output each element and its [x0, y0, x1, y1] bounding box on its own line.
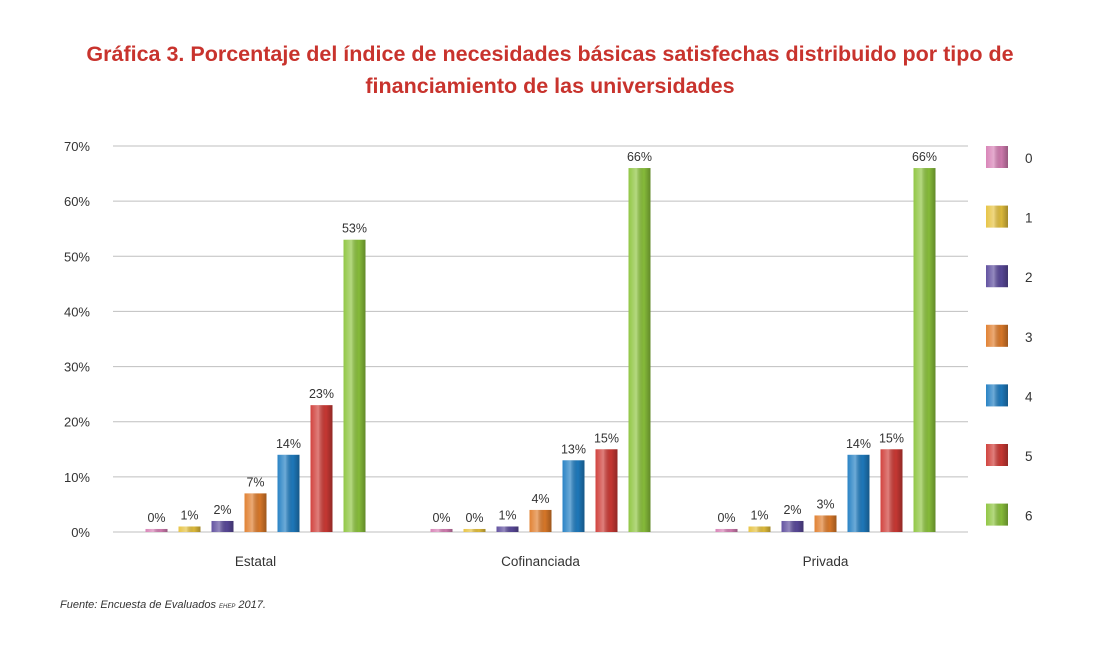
- source-prefix: Fuente: Encuesta de Evaluados: [60, 599, 219, 611]
- data-label: 2%: [783, 503, 801, 517]
- y-tick-label: 40%: [64, 304, 90, 319]
- y-axis-ticks: 0% 10% 20% 30% 40% 50% 60% 70%: [64, 139, 90, 540]
- data-label: 15%: [879, 431, 904, 445]
- y-tick-label: 70%: [64, 139, 90, 154]
- bar-shading: [343, 239, 366, 532]
- bar-shading: [178, 526, 201, 532]
- data-label: 4%: [531, 492, 549, 506]
- y-tick-label: 20%: [64, 415, 90, 430]
- legend-swatch-shading: [986, 324, 1008, 347]
- data-label: 2%: [213, 503, 231, 517]
- legend-swatch-shading: [986, 265, 1008, 288]
- bar-shading: [748, 526, 771, 532]
- y-tick-label: 60%: [64, 194, 90, 209]
- bar-shading: [595, 449, 618, 532]
- data-label: 1%: [498, 508, 516, 522]
- bar-shading: [847, 454, 870, 532]
- data-label: 7%: [246, 475, 264, 489]
- data-labels: 0% 1% 2% 7% 14% 23% 53% 0% 0% 1% 4% 13% 15% 66% 0% 1% 2%…: [147, 150, 937, 525]
- data-label: 0%: [432, 511, 450, 525]
- data-label: 14%: [846, 437, 871, 451]
- legend-label: 3: [1025, 330, 1033, 345]
- source-suffix: 2017.: [235, 599, 266, 611]
- bar-shading: [781, 520, 804, 532]
- legend-label: 1: [1025, 211, 1033, 226]
- chart-title: Gráfica 3. Porcentaje del índice de nece…: [86, 42, 1014, 98]
- legend-swatch-shading: [986, 444, 1008, 466]
- bar-shading: [430, 528, 453, 532]
- bar-shading: [529, 509, 552, 532]
- bars: [145, 168, 936, 533]
- bar-shading: [562, 460, 585, 532]
- legend-swatch-shading: [986, 205, 1008, 228]
- data-label: 14%: [276, 437, 301, 451]
- legend-swatch-shading: [986, 384, 1008, 407]
- y-tick-label: 10%: [64, 470, 90, 485]
- y-tick-label: 50%: [64, 249, 90, 264]
- data-label: 3%: [816, 497, 834, 511]
- legend-label: 0: [1025, 151, 1033, 166]
- legend-label: 2: [1025, 270, 1033, 285]
- gridlines: [113, 145, 968, 533]
- data-label: 15%: [594, 431, 619, 445]
- data-label: 53%: [342, 222, 367, 236]
- x-category-label: Cofinanciada: [501, 554, 580, 569]
- data-label: 0%: [147, 511, 165, 525]
- data-label: 0%: [465, 511, 483, 525]
- bar-shading: [880, 449, 903, 532]
- y-tick-label: 30%: [64, 360, 90, 375]
- bar-shading: [463, 528, 486, 532]
- data-label: 13%: [561, 442, 586, 456]
- source-acronym: EHEP: [219, 600, 236, 610]
- data-label: 66%: [912, 150, 937, 164]
- legend-label: 5: [1025, 449, 1033, 464]
- bar-shading: [211, 520, 234, 532]
- bar-shading: [277, 454, 300, 532]
- bar-shading: [244, 493, 267, 532]
- data-label: 1%: [180, 508, 198, 522]
- legend-label: 4: [1025, 389, 1033, 404]
- bar-shading: [628, 168, 651, 533]
- data-label: 0%: [717, 511, 735, 525]
- data-label: 1%: [750, 508, 768, 522]
- x-axis-categories: Estatal Cofinanciada Privada: [235, 554, 849, 569]
- data-label: 23%: [309, 387, 334, 401]
- bar-shading: [715, 528, 738, 532]
- y-tick-label: 0%: [71, 525, 90, 540]
- x-category-label: Estatal: [235, 554, 276, 569]
- bar-shading: [310, 405, 333, 532]
- bar-shading: [814, 515, 837, 532]
- source-note: Fuente: Encuesta de Evaluados EHEP 2017.: [60, 599, 266, 611]
- legend: 0 1 2 3 4 5 6: [986, 146, 1033, 526]
- x-category-label: Privada: [803, 554, 849, 569]
- data-label: 66%: [627, 150, 652, 164]
- bar-shading: [913, 168, 936, 533]
- legend-swatch-shading: [986, 146, 1008, 168]
- legend-swatch-shading: [986, 503, 1008, 526]
- bar-shading: [496, 526, 519, 532]
- bar-shading: [145, 528, 168, 532]
- legend-label: 6: [1025, 509, 1033, 524]
